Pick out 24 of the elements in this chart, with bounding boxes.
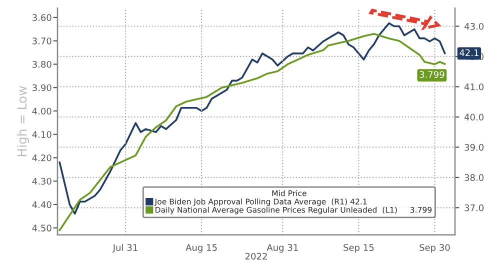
x-tick-label: Aug 31 (266, 244, 298, 253)
y-tick-label: 3.60 (32, 14, 52, 22)
y-tick-label: 4.10 (32, 131, 52, 138)
y-tick-label: 4.20 (32, 154, 52, 162)
y-tick-label: 4.00 (32, 108, 52, 115)
y2-tick-label: 39.0 (464, 144, 484, 151)
x-tick-label: Aug 15 (186, 244, 217, 253)
y2-tick-label: 41.0 (464, 83, 484, 90)
y2-tick-label: 43.0 (464, 22, 484, 30)
y2-tick-label: 40.0 (464, 114, 484, 121)
y-tick-label: 3.70 (32, 38, 52, 44)
y-axis-title: High = Low (16, 86, 30, 156)
y-tick-label: 3.80 (32, 60, 52, 68)
y-tick-label: 3.90 (32, 84, 52, 92)
y2-tick-label: 37.0 (464, 204, 484, 212)
y-tick-label: 4.40 (32, 201, 52, 208)
y-tick-label: 4.50 (32, 224, 52, 232)
x-tick-label: Sep 30 (420, 244, 450, 253)
x-tick-label: Jul 31 (112, 244, 138, 253)
y2-tick-label: 38.0 (464, 174, 484, 181)
x-axis-title: 2022 (245, 252, 267, 260)
x-tick-label: Sep 15 (344, 244, 374, 253)
data-label: 3.799 (420, 71, 444, 78)
y-tick-label: 4.30 (32, 178, 52, 185)
